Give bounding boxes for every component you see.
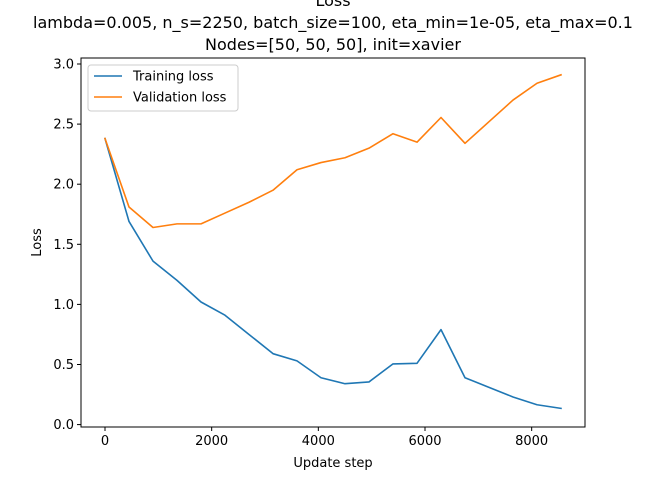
series-line-training-loss [104, 137, 562, 410]
x-tick-label: 8000 [515, 434, 548, 449]
y-tick-label: 0.0 [53, 418, 74, 433]
axes-frame [80, 57, 586, 428]
series-line-validation-loss [103, 73, 563, 229]
plot-background [81, 58, 585, 427]
y-tick-label: 2.5 [53, 118, 74, 133]
title-line-1: Loss [315, 0, 350, 10]
legend-entry: Validation loss [133, 91, 227, 106]
y-tick-label: 1.0 [53, 298, 74, 313]
title-line-3: Nodes=[50, 50, 50], init=xavier [205, 35, 461, 54]
legend: Training loss Validation loss [87, 64, 239, 112]
y-tick-label: 2.0 [53, 178, 74, 193]
y-axis-ticks: 0.0 0.5 1.0 1.5 2.0 2.5 3.0 [53, 58, 81, 433]
legend-box [87, 64, 239, 112]
x-tick-label: 2000 [195, 434, 228, 449]
x-axis-ticks: 0 2000 4000 6000 8000 [101, 427, 548, 449]
y-tick-label: 3.0 [53, 58, 74, 73]
title-line-2: lambda=0.005, n_s=2250, batch_size=100, … [33, 13, 633, 33]
y-tick-label: 1.5 [53, 238, 74, 253]
y-axis-label: Loss [30, 228, 45, 257]
chart-title: Loss lambda=0.005, n_s=2250, batch_size=1… [33, 0, 633, 54]
x-axis-label: Update step [293, 456, 372, 471]
x-tick-label: 4000 [302, 434, 335, 449]
x-tick-label: 0 [101, 434, 109, 449]
legend-entry: Training loss [132, 70, 214, 85]
plot-area [80, 57, 586, 428]
y-tick-label: 0.5 [53, 358, 74, 373]
x-tick-label: 6000 [408, 434, 441, 449]
